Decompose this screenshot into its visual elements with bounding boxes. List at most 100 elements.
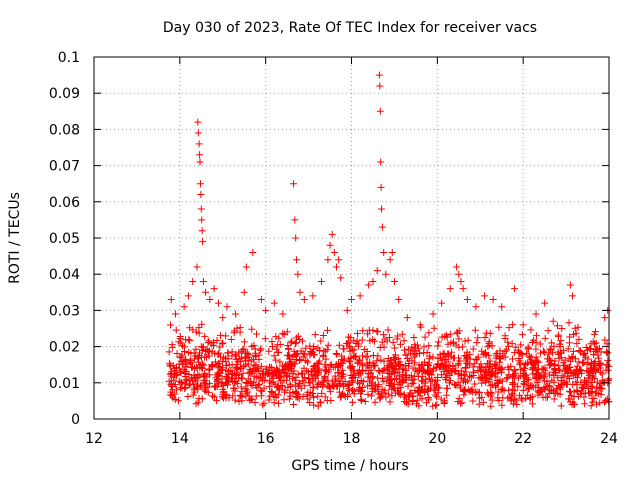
- data-point: [190, 380, 198, 388]
- data-point: [324, 256, 332, 264]
- data-point: [558, 372, 566, 380]
- data-point: [241, 361, 249, 369]
- data-point: [507, 362, 515, 370]
- data-point: [296, 288, 304, 296]
- data-point: [517, 341, 525, 349]
- data-point: [522, 361, 530, 369]
- data-point: [193, 263, 201, 271]
- data-point: [430, 382, 438, 390]
- data-point: [415, 345, 423, 353]
- data-point: [516, 349, 524, 357]
- data-point: [437, 354, 445, 362]
- data-point: [311, 331, 319, 339]
- data-point: [488, 396, 496, 404]
- data-point: [175, 397, 183, 405]
- data-point: [557, 380, 565, 388]
- data-point: [408, 344, 416, 352]
- data-point: [398, 330, 406, 338]
- data-point: [509, 381, 517, 389]
- data-point: [575, 358, 583, 366]
- data-point: [326, 361, 334, 369]
- data-point: [449, 365, 457, 373]
- data-point: [348, 377, 356, 385]
- data-point: [488, 342, 496, 350]
- data-point: [301, 382, 309, 390]
- data-point: [335, 388, 343, 396]
- data-point: [431, 391, 439, 399]
- data-point: [194, 129, 202, 137]
- data-point: [532, 310, 540, 318]
- data-point: [580, 351, 588, 359]
- data-point: [198, 320, 206, 328]
- data-point: [485, 338, 493, 346]
- data-point: [505, 324, 513, 332]
- data-point: [554, 374, 562, 382]
- data-point: [177, 378, 185, 386]
- data-point: [436, 363, 444, 371]
- data-point: [293, 393, 301, 401]
- data-point: [214, 359, 222, 367]
- data-point: [194, 118, 202, 126]
- data-point: [210, 342, 218, 350]
- data-point: [440, 398, 448, 406]
- data-point: [272, 333, 280, 341]
- data-point: [358, 384, 366, 392]
- data-point: [357, 377, 365, 385]
- data-point: [484, 343, 492, 351]
- data-point: [317, 381, 325, 389]
- data-point: [235, 371, 243, 379]
- data-point: [381, 386, 389, 394]
- data-point: [429, 353, 437, 361]
- data-point: [213, 371, 221, 379]
- data-point: [270, 399, 278, 407]
- data-point: [444, 358, 452, 366]
- data-point: [311, 363, 319, 371]
- data-point: [568, 353, 576, 361]
- data-point: [433, 393, 441, 401]
- data-point: [373, 267, 381, 275]
- data-point: [592, 366, 600, 374]
- data-point: [510, 380, 518, 388]
- data-point: [213, 336, 221, 344]
- y-tick-label: 0.1: [58, 50, 80, 66]
- data-point: [168, 343, 176, 351]
- data-point: [489, 367, 497, 375]
- data-point: [541, 299, 549, 307]
- data-point: [573, 387, 581, 395]
- x-tick-label: 18: [343, 431, 361, 447]
- data-point: [290, 400, 298, 408]
- data-point: [486, 364, 494, 372]
- data-point: [592, 339, 600, 347]
- data-point: [231, 352, 239, 360]
- data-point: [532, 338, 540, 346]
- data-point: [222, 358, 230, 366]
- data-point: [238, 397, 246, 405]
- data-point: [369, 326, 377, 334]
- data-point: [350, 390, 358, 398]
- data-point: [198, 227, 206, 235]
- data-point: [383, 337, 391, 345]
- data-point: [495, 378, 503, 386]
- data-point: [274, 341, 282, 349]
- data-point: [231, 385, 239, 393]
- data-point: [590, 330, 598, 338]
- data-point: [409, 379, 417, 387]
- data-point: [530, 360, 538, 368]
- data-point: [166, 359, 174, 367]
- data-point: [450, 380, 458, 388]
- data-point: [195, 140, 203, 148]
- data-point: [311, 351, 319, 359]
- data-point: [360, 345, 368, 353]
- data-point: [584, 355, 592, 363]
- data-point: [556, 383, 564, 391]
- data-point: [181, 373, 189, 381]
- data-point: [245, 353, 253, 361]
- data-point: [468, 385, 476, 393]
- data-point: [271, 380, 279, 388]
- data-point: [409, 347, 417, 355]
- data-point: [583, 367, 591, 375]
- data-point: [513, 401, 521, 409]
- data-point: [293, 256, 301, 264]
- data-point: [380, 377, 388, 385]
- data-point: [375, 390, 383, 398]
